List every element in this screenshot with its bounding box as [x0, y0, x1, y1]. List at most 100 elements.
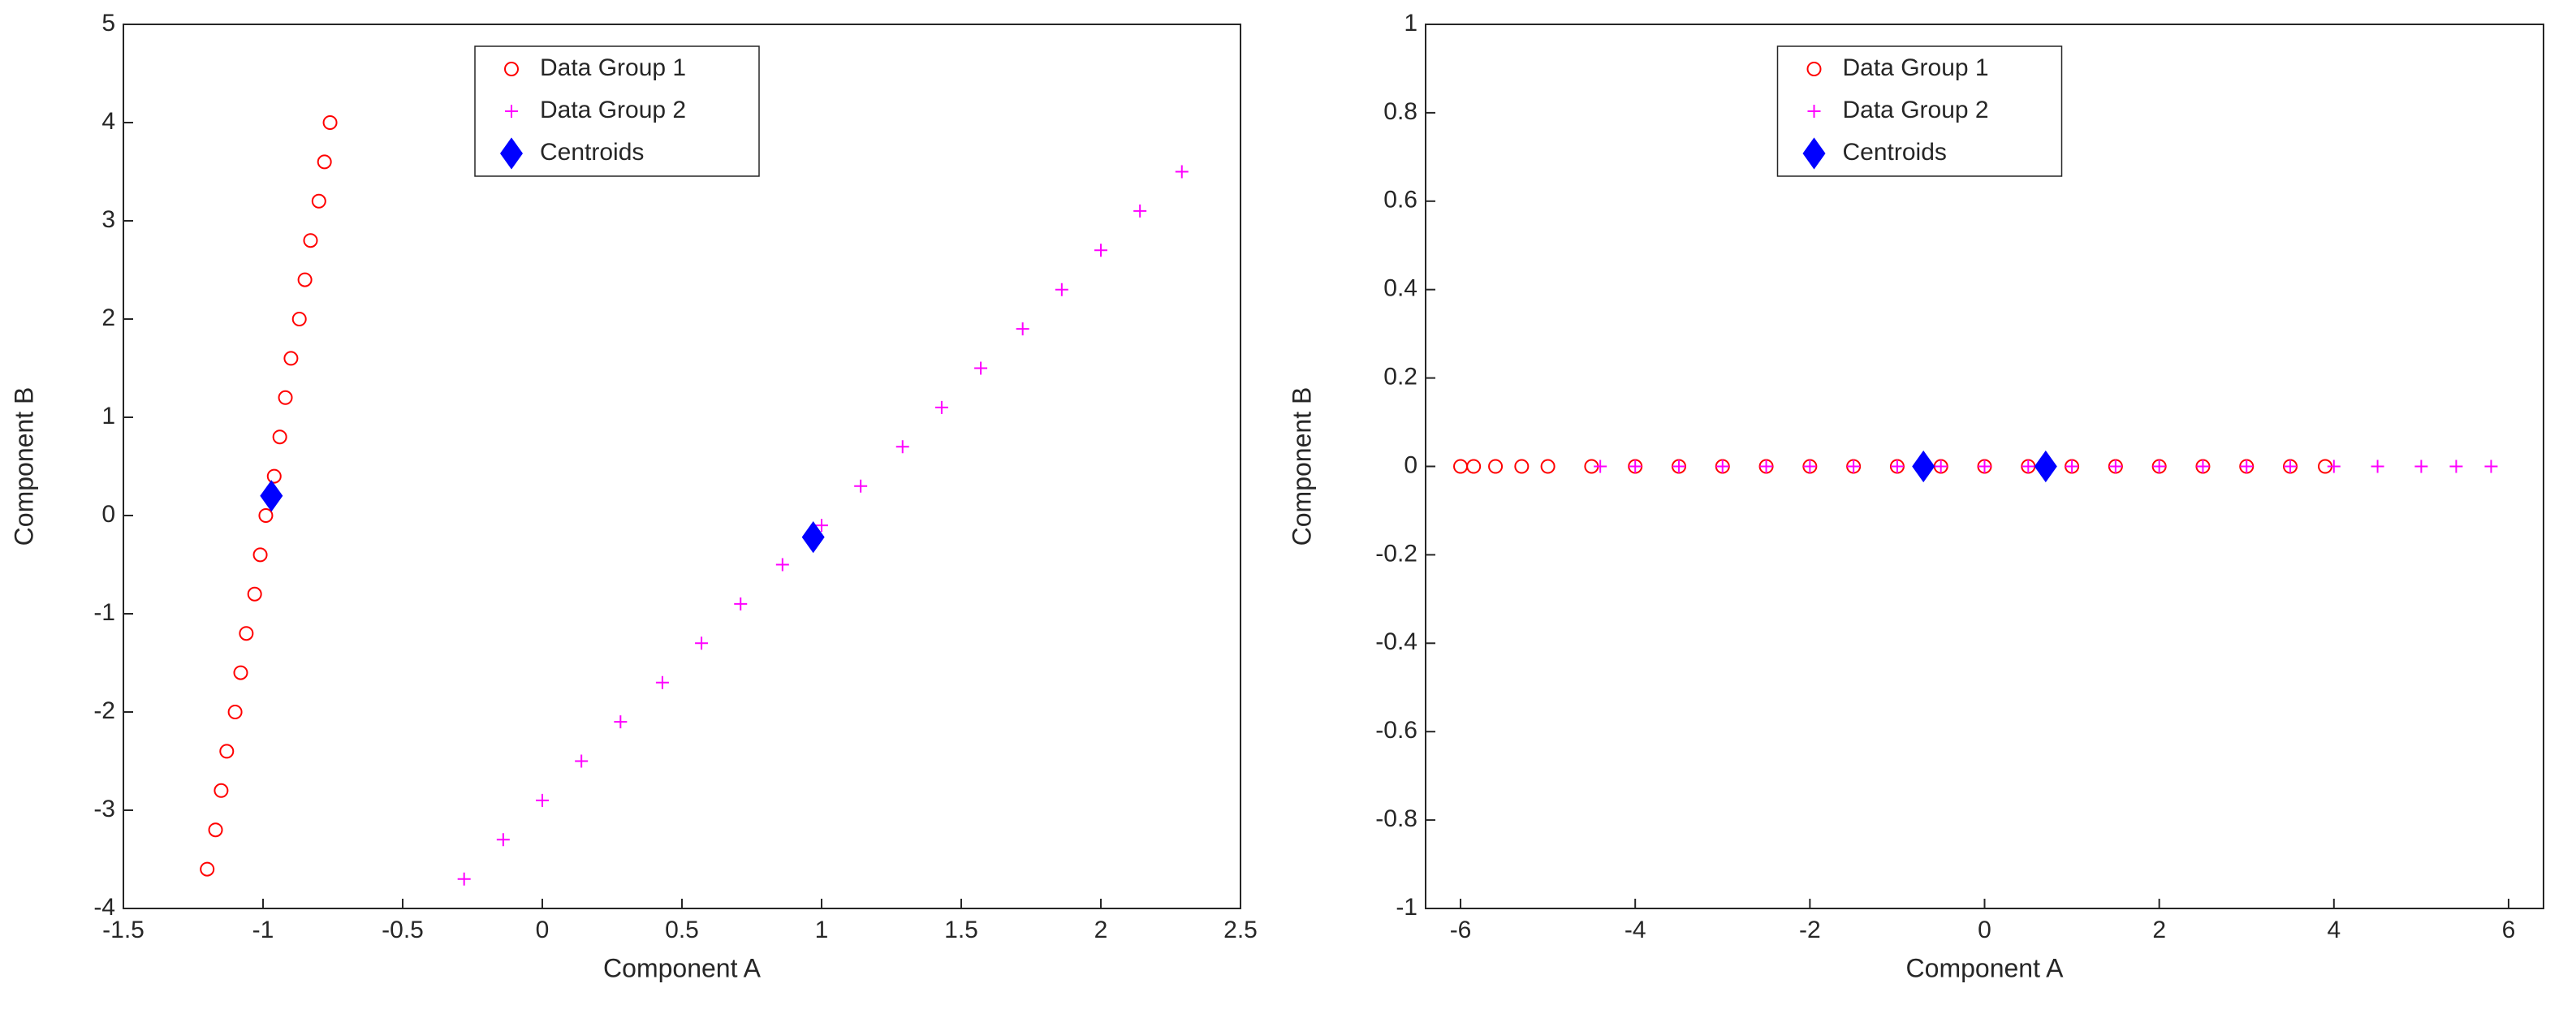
data-point	[536, 793, 549, 807]
data-point	[1672, 460, 1685, 473]
x-tick-label: 0	[536, 917, 550, 943]
y-tick-label: 0.4	[1383, 275, 1417, 302]
data-point	[934, 400, 948, 414]
data-point	[2371, 460, 2384, 473]
x-tick-label: 0.5	[665, 917, 699, 943]
y-tick-label: 1	[101, 403, 115, 429]
data-point	[1912, 450, 1935, 483]
data-point	[496, 833, 510, 847]
x-axis-label: Component A	[603, 953, 762, 982]
data-point	[1133, 204, 1147, 218]
data-point	[815, 519, 828, 533]
data-point	[297, 272, 313, 287]
data-point	[575, 754, 589, 768]
legend-label: Data Group 1	[540, 54, 686, 81]
legend-label: Centroids	[1843, 139, 1947, 166]
x-tick-label: 6	[2502, 917, 2516, 943]
data-point	[1594, 460, 1607, 473]
data-point	[2327, 460, 2341, 473]
data-point	[291, 312, 307, 326]
data-point	[2449, 460, 2463, 473]
legend-label: Data Group 2	[540, 97, 686, 123]
data-point	[227, 705, 243, 719]
data-point	[2065, 460, 2079, 473]
data-point	[1055, 283, 1068, 296]
x-tick-label: 1	[815, 917, 829, 943]
data-point	[200, 861, 215, 877]
y-tick-label: -1	[93, 599, 115, 626]
data-point	[311, 193, 326, 209]
x-tick-label: 2	[1094, 917, 1108, 943]
data-point	[239, 626, 254, 641]
data-point	[2240, 460, 2254, 473]
x-tick-label: -4	[1625, 917, 1646, 943]
x-tick-label: -1	[252, 917, 274, 943]
data-point	[1934, 460, 1948, 473]
data-point	[2196, 460, 2210, 473]
data-point	[258, 508, 274, 523]
data-point	[260, 480, 283, 512]
x-tick-label: -0.5	[382, 917, 424, 943]
legend-marker	[500, 137, 523, 170]
data-point	[317, 154, 332, 170]
data-point	[272, 429, 287, 445]
y-tick-label: 4	[101, 108, 115, 135]
y-tick-label: 0.6	[1383, 187, 1417, 214]
data-point	[974, 361, 988, 375]
data-point	[614, 715, 628, 729]
y-tick-label: 0.2	[1383, 364, 1417, 390]
data-point	[1629, 460, 1642, 473]
chart: -1.5 -1 -0.5 0 0.5 1 1.5 2 2.5 -4 -3 -2 -1 0 1 2 3 4 5 Comp…	[9, 10, 1257, 983]
data-point	[1488, 459, 1504, 474]
data-point	[734, 597, 748, 611]
legend-box	[474, 45, 760, 177]
data-point	[1759, 460, 1773, 473]
x-axis-label: Component A	[1906, 953, 2065, 982]
data-point	[247, 586, 262, 602]
y-tick-label: -4	[93, 894, 115, 921]
y-tick-label: 0.8	[1383, 98, 1417, 125]
data-point	[2022, 460, 2035, 473]
y-tick-label: 5	[101, 10, 115, 37]
legend-marker	[1806, 62, 1822, 76]
legend-marker	[504, 62, 519, 76]
y-tick-label: -3	[93, 796, 115, 822]
x-tick-label: 4	[2327, 917, 2341, 943]
data-point	[208, 822, 223, 838]
x-tick-label: 2.5	[1223, 917, 1258, 943]
y-tick-label: 0	[101, 501, 115, 528]
data-point	[1978, 460, 1991, 473]
legend-marker	[1807, 105, 1821, 118]
data-point	[1016, 322, 1029, 336]
legend-marker	[505, 105, 518, 118]
data-point	[266, 468, 282, 484]
legend-label: Data Group 1	[1843, 54, 1989, 81]
data-point	[322, 115, 338, 130]
y-tick-label: -2	[93, 697, 115, 724]
data-point	[233, 665, 248, 680]
y-tick-label: -0.4	[1375, 628, 1417, 655]
data-point	[2484, 460, 2498, 473]
x-tick-label: 0	[1978, 917, 1991, 943]
data-point	[854, 479, 868, 493]
y-tick-label: -0.6	[1375, 717, 1417, 744]
data-point	[1175, 165, 1189, 179]
data-point	[278, 390, 293, 405]
data-point	[1540, 459, 1556, 474]
data-point	[1847, 460, 1861, 473]
data-point	[655, 675, 669, 689]
data-point	[2284, 460, 2298, 473]
data-point	[1466, 459, 1482, 474]
data-point	[2152, 460, 2166, 473]
legend: Data Group 1 Data Group 2 Centroids	[474, 45, 760, 177]
y-tick-label: -0.2	[1375, 540, 1417, 567]
x-tick-label: 2	[2152, 917, 2166, 943]
y-tick-label: 3	[101, 206, 115, 233]
data-point	[2414, 460, 2428, 473]
x-tick-label: -6	[1450, 917, 1472, 943]
x-tick-label: 1.5	[944, 917, 978, 943]
y-axis-label: Component B	[9, 387, 38, 546]
data-point	[303, 233, 318, 248]
